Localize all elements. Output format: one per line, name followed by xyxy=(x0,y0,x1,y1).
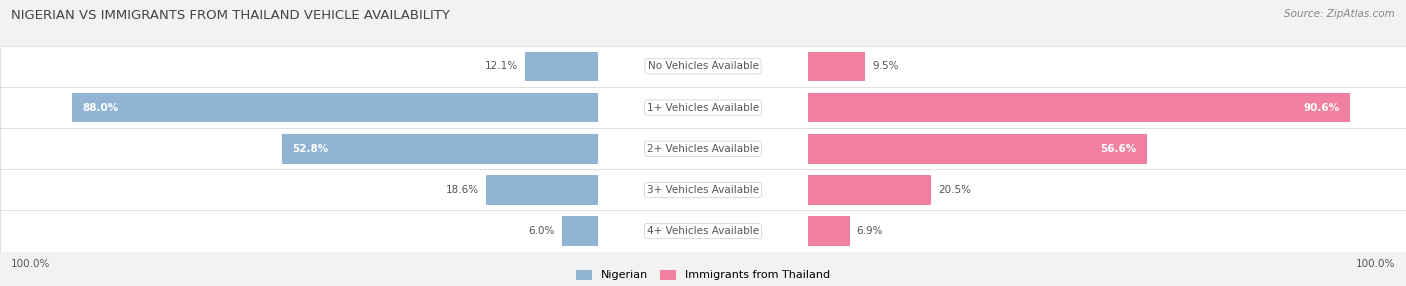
Bar xyxy=(0,169,1406,210)
Bar xyxy=(808,134,1147,164)
Text: 9.5%: 9.5% xyxy=(872,61,898,71)
Text: 20.5%: 20.5% xyxy=(938,185,972,195)
Bar xyxy=(808,175,931,205)
Text: 4+ Vehicles Available: 4+ Vehicles Available xyxy=(647,226,759,236)
Bar xyxy=(486,175,598,205)
Bar xyxy=(0,87,1406,128)
Text: 100.0%: 100.0% xyxy=(11,259,51,269)
Text: 2+ Vehicles Available: 2+ Vehicles Available xyxy=(647,144,759,154)
Text: 6.9%: 6.9% xyxy=(856,226,883,236)
Bar xyxy=(808,51,865,81)
Text: 52.8%: 52.8% xyxy=(292,144,329,154)
Bar xyxy=(808,216,849,246)
Text: 88.0%: 88.0% xyxy=(82,103,118,112)
Bar xyxy=(72,93,598,122)
Bar xyxy=(526,51,598,81)
Legend: Nigerian, Immigrants from Thailand: Nigerian, Immigrants from Thailand xyxy=(575,270,831,281)
Bar xyxy=(283,134,598,164)
Bar xyxy=(0,128,1406,169)
Text: Source: ZipAtlas.com: Source: ZipAtlas.com xyxy=(1284,9,1395,19)
Bar xyxy=(0,46,1406,87)
Text: 6.0%: 6.0% xyxy=(529,226,554,236)
Text: NIGERIAN VS IMMIGRANTS FROM THAILAND VEHICLE AVAILABILITY: NIGERIAN VS IMMIGRANTS FROM THAILAND VEH… xyxy=(11,9,450,21)
Bar xyxy=(562,216,598,246)
Text: 56.6%: 56.6% xyxy=(1099,144,1136,154)
Text: 12.1%: 12.1% xyxy=(485,61,519,71)
Bar xyxy=(808,93,1350,122)
Text: 1+ Vehicles Available: 1+ Vehicles Available xyxy=(647,103,759,112)
Text: 90.6%: 90.6% xyxy=(1303,103,1340,112)
Bar xyxy=(0,210,1406,252)
Text: 100.0%: 100.0% xyxy=(1355,259,1395,269)
Text: No Vehicles Available: No Vehicles Available xyxy=(648,61,758,71)
Text: 3+ Vehicles Available: 3+ Vehicles Available xyxy=(647,185,759,195)
Text: 18.6%: 18.6% xyxy=(446,185,479,195)
